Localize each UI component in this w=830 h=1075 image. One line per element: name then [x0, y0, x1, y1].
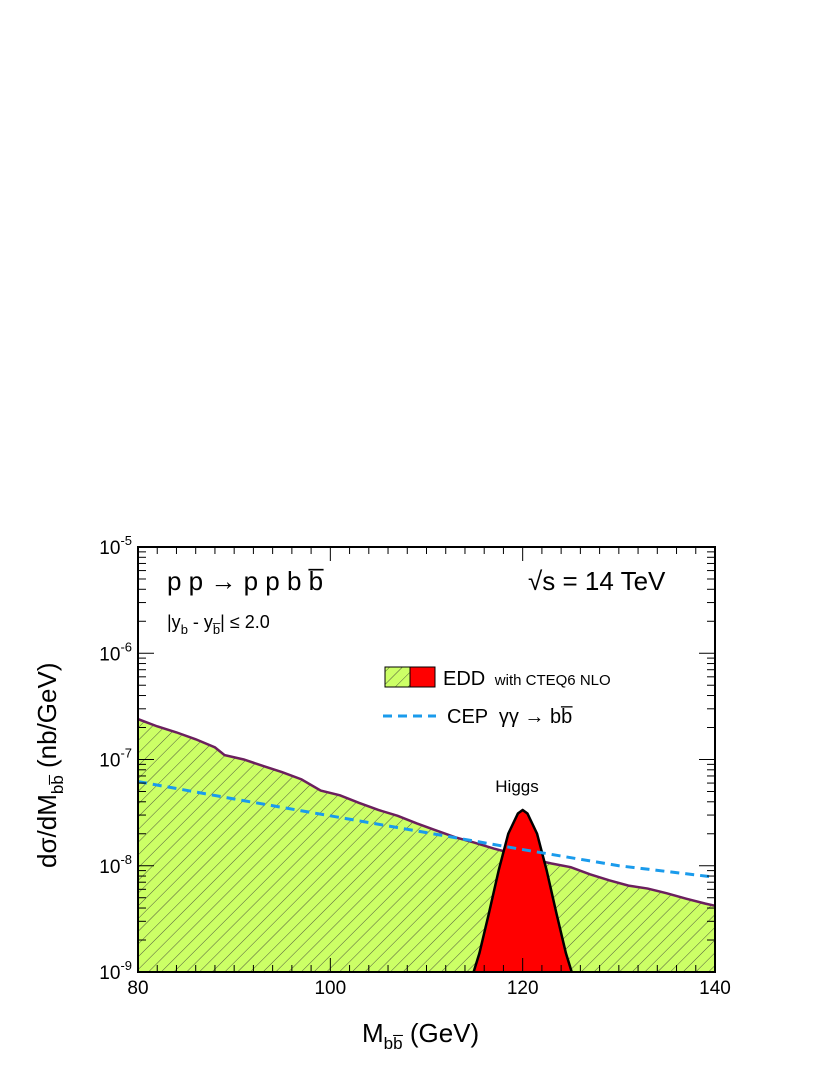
y-tick-label: 10-5 [99, 533, 132, 559]
x-axis-title: Mbb̅ (GeV) [362, 1018, 479, 1053]
x-tick-label: 140 [699, 978, 731, 999]
y-axis-title: dσ/dMbb̅ (nb/GeV) [32, 663, 67, 869]
y-tick-label: 10-7 [99, 746, 132, 772]
process-annotation: p p → p p b b̅ [167, 566, 324, 596]
legend-edd-swatch-higgs [409, 666, 436, 688]
y-tick-label: 10-9 [99, 958, 132, 984]
edd-area [138, 719, 715, 972]
x-tick-label: 80 [127, 978, 148, 999]
x-tick-label: 120 [507, 978, 539, 999]
legend-edd-swatch-hatched [384, 666, 411, 688]
rapidity-cut-annotation: |yb - yb̅| ≤ 2.0 [167, 612, 270, 637]
higgs-label: Higgs [495, 777, 538, 796]
edd-outline [138, 717, 715, 907]
x-tick-label: 100 [314, 978, 346, 999]
legend: EDD with CTEQ6 NLO CEP γγ → bb̅ [383, 666, 611, 728]
legend-cep-label: CEP γγ → bb̅ [447, 705, 573, 728]
legend-edd-label: EDD with CTEQ6 NLO [443, 668, 611, 690]
higgs-peak [472, 808, 573, 972]
y-tick-label: 10-6 [99, 639, 132, 665]
energy-annotation: √s = 14 TeV [528, 566, 666, 596]
y-tick-label: 10-8 [99, 852, 132, 878]
cep-line [138, 780, 715, 879]
